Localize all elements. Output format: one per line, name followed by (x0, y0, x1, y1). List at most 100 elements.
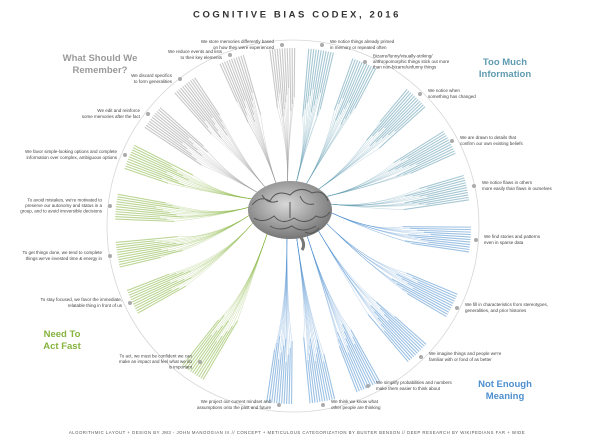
bias-label-stroke (309, 49, 317, 97)
bias-label-stroke (418, 194, 469, 205)
group-text-line: more easily than flaws in ourselves (482, 186, 553, 191)
bias-label-stroke (344, 65, 372, 120)
bias-label-stroke (202, 320, 238, 380)
bias-label-stroke (291, 340, 293, 404)
bias-label-stroke (190, 325, 224, 372)
group-dot (366, 384, 370, 388)
group-text-line: To get things done, we tend to complete (22, 250, 102, 255)
branch (218, 233, 268, 321)
bias-label-stroke (273, 359, 280, 404)
bias-label-stroke (115, 206, 170, 214)
branch (169, 221, 254, 275)
group-text-line: other people are thinking (331, 405, 381, 410)
bias-label-stroke (130, 281, 171, 301)
bias-label-stroke (240, 55, 253, 94)
bias-label-stroke (129, 153, 189, 181)
bias-label-stroke (409, 227, 471, 231)
bias-label-stroke (131, 280, 178, 303)
branch (306, 235, 340, 347)
group-text: We notice when something has changed (428, 88, 476, 99)
outer-ring (106, 39, 480, 413)
bias-label-stroke (316, 346, 328, 401)
bias-label-stroke (345, 338, 370, 388)
bias-label-stroke (194, 77, 220, 116)
group-text-line: something has changed (428, 94, 476, 99)
bias-label-stroke (274, 48, 280, 94)
bias-label-stroke (174, 92, 212, 135)
group-dot (474, 238, 478, 242)
bias-label-stroke (115, 211, 184, 218)
bias-label-stroke (309, 338, 321, 403)
group-text-line: some memories after the fact (82, 114, 141, 119)
group-text: Bizarre/funny/visually-striking/anthropo… (373, 54, 450, 70)
bias-label-stroke (417, 281, 456, 300)
bias-label-stroke (333, 58, 354, 111)
branch (317, 229, 369, 315)
bias-label-stroke (378, 106, 426, 149)
bias-label-stroke (316, 339, 331, 401)
bias-label-stroke (343, 62, 366, 110)
bias-label-stroke (192, 320, 229, 374)
bias-label-stroke (131, 149, 178, 172)
bias-label-stroke (343, 330, 372, 387)
bias-label-stroke (115, 218, 175, 222)
bias-label-stroke (348, 63, 368, 104)
bias-label-stroke (404, 179, 466, 197)
bias-label-stroke (426, 177, 465, 189)
bias-label-stroke (323, 354, 336, 400)
bias-label-stroke (388, 137, 448, 172)
bias-label-stroke (426, 196, 469, 205)
bias-label-stroke (128, 156, 168, 174)
group-text-line: group, and to avoid irreversible decisio… (20, 209, 103, 214)
group-text-line: to their key elements (180, 55, 222, 60)
bias-label-stroke (271, 49, 279, 101)
bias-label-stroke (396, 273, 455, 302)
bias-label-stroke (289, 48, 292, 112)
bias-label-stroke (416, 229, 471, 233)
group-text-line: To act, we must be confident we can (119, 354, 192, 359)
bias-label-stroke (339, 61, 363, 115)
bias-label-stroke (182, 319, 219, 366)
bias-label-stroke (337, 59, 356, 105)
group-dot (419, 355, 423, 359)
bias-label-stroke (223, 61, 248, 116)
bias-label-stroke (116, 198, 180, 210)
section-label-line: Information (479, 69, 531, 80)
bias-label-stroke (342, 59, 359, 99)
bias-label-stroke (414, 236, 471, 243)
group-text: We store memories differently based on ho… (201, 39, 275, 50)
bias-label-stroke (283, 361, 287, 404)
bias-label-stroke (319, 51, 330, 93)
group-text: We notice things already primed in memory… (330, 39, 395, 50)
bias-label-stroke (279, 48, 285, 110)
bias-label-stroke (147, 122, 193, 155)
group-text-line: assumptions onto the past and future (197, 405, 272, 410)
section-label-line: Too Much (483, 57, 527, 68)
bias-label-stroke (303, 337, 311, 404)
bias-label-stroke (407, 234, 471, 241)
bias-label-stroke (118, 249, 169, 261)
bias-label-stroke (242, 54, 262, 115)
bias-label-stroke (269, 49, 279, 109)
bias-label-stroke (391, 278, 451, 311)
section-label-line: Act Fast (43, 341, 81, 352)
title: COGNITIVE BIAS CODEX, 2016 (193, 10, 401, 21)
bias-label-stroke (228, 59, 246, 102)
bias-label-stroke (117, 243, 184, 256)
group-text-line: We notice things already primed (330, 39, 395, 44)
bias-label-stroke (145, 124, 197, 161)
group-text-line: To stay focused, we favor the immediate, (40, 297, 122, 302)
bias-label-stroke (116, 241, 163, 248)
bias-label-stroke (323, 361, 333, 400)
bias-label-stroke (125, 165, 163, 180)
group-text-line: relatable thing in front of us (68, 303, 123, 308)
group-text-line: We favor simple-looking options and comp… (25, 149, 117, 154)
bias-label-stroke (188, 330, 218, 371)
bias-label-stroke (369, 97, 417, 147)
group-text: We edit and reinforce some memories after… (82, 108, 141, 119)
section-label-line: Remember? (73, 65, 128, 76)
bias-label-stroke (338, 338, 360, 392)
bias-label-stroke (117, 196, 173, 207)
bias-label-stroke (315, 361, 323, 402)
bias-label-stroke (338, 346, 358, 393)
